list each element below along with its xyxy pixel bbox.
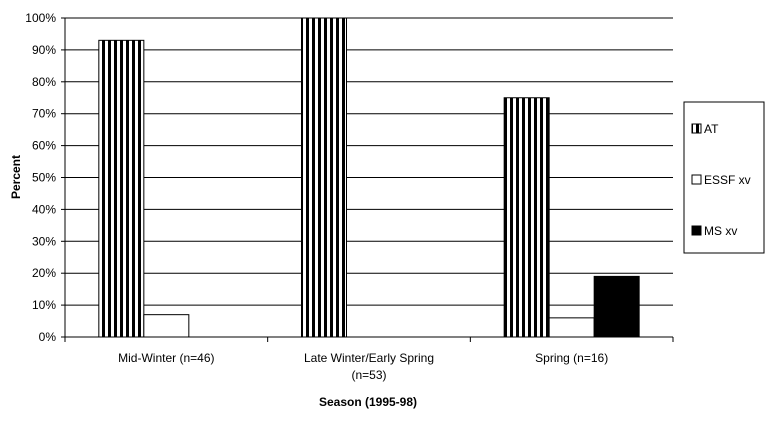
y-tick-label: 80% — [32, 75, 56, 89]
bar-at — [301, 17, 347, 338]
y-tick-label: 40% — [32, 202, 56, 216]
legend-swatch — [691, 174, 702, 185]
y-tick-label: 20% — [32, 266, 56, 280]
gridlines — [65, 17, 673, 306]
x-category-label: Late Winter/Early Spring (n=53) — [304, 351, 434, 382]
bar-at — [98, 39, 145, 338]
x-category-label: Spring (n=16) — [535, 351, 608, 365]
legend-swatch — [691, 225, 702, 236]
y-tick-label: 10% — [32, 298, 56, 312]
legend-label: ESSF xv — [704, 173, 751, 187]
y-tick-label: 30% — [32, 234, 56, 248]
legend-label: AT — [704, 122, 719, 136]
bar-essf-xv — [143, 314, 190, 338]
category-labels: Mid-Winter (n=46) Late Winter/Early Sprin… — [118, 351, 608, 382]
legend-label: MS xv — [704, 224, 737, 238]
y-tick-label: 60% — [32, 139, 56, 153]
y-tick-label: 0% — [39, 330, 57, 344]
bar-essf-xv — [548, 317, 595, 338]
x-category-label: Mid-Winter (n=46) — [118, 351, 214, 365]
y-tick-label: 90% — [32, 43, 56, 57]
bar-ms-xv — [593, 275, 640, 338]
legend: AT ESSF xv MS xv — [683, 101, 765, 254]
axes — [61, 17, 674, 342]
y-tick-labels: 0% 10% 20% 30% 40% 50% 60% 70% 80% 90% 100% — [25, 11, 56, 344]
bars — [98, 17, 640, 338]
y-tick-label: 50% — [32, 171, 56, 185]
y-tick-label: 70% — [32, 107, 56, 121]
x-axis-title: Season (1995-98) — [319, 395, 417, 409]
y-axis-title: Percent — [9, 155, 23, 199]
bar-at — [503, 97, 550, 338]
y-tick-label: 100% — [25, 11, 56, 25]
legend-swatch — [691, 123, 702, 134]
